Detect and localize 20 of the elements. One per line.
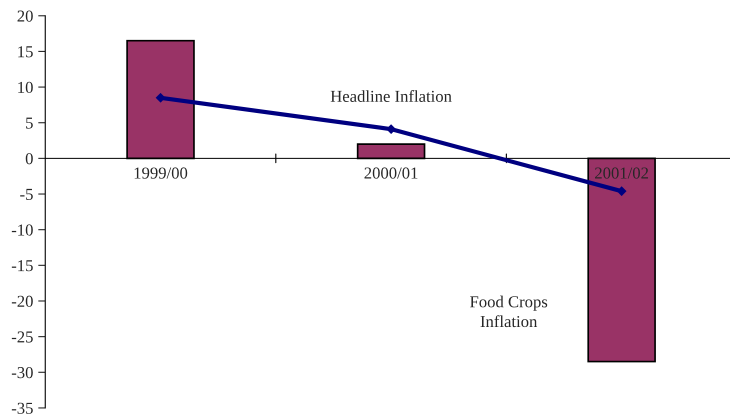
y-tick-label: -15 (12, 260, 33, 272)
y-tick-label: 5 (26, 118, 33, 129)
x-tick-label: 2000/01 (364, 167, 418, 179)
text: Food Crops Inflation (470, 296, 548, 328)
y-tick-label: -25 (12, 331, 33, 343)
point (617, 186, 626, 196)
y-tick-label: 15 (18, 46, 33, 58)
y-tick-label: -5 (20, 188, 33, 200)
point (386, 124, 396, 134)
y-tick-label: -35 (12, 402, 33, 414)
series-label: Headline Inflation (330, 90, 452, 102)
y-tick-label: 20 (18, 10, 33, 22)
y-tick-label: -10 (12, 224, 33, 236)
y-tick-label: 10 (18, 82, 33, 94)
y-tick-label: -30 (12, 366, 33, 378)
y-tick-label: -20 (12, 296, 33, 307)
y-tick-label: 0 (26, 153, 33, 164)
x-tick-label: 2001/02 (595, 167, 648, 179)
point (156, 93, 166, 102)
x-tick-label: 1999/00 (134, 167, 188, 179)
